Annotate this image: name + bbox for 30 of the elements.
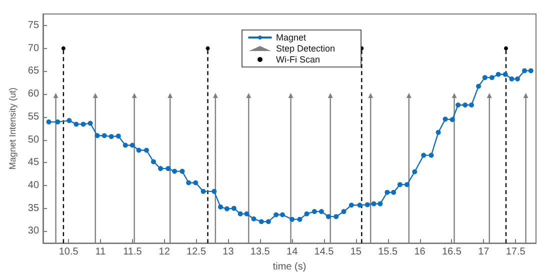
x-tick-label: 14 (286, 246, 298, 258)
y-tick-label: 35 (28, 202, 40, 214)
x-axis-title: time (s) (272, 262, 306, 272)
x-tick-label: 17 (478, 246, 490, 258)
x-tick-label: 12.5 (186, 246, 206, 258)
x-tick-label: 17.5 (506, 246, 526, 258)
x-tick-label: 10.5 (58, 246, 79, 258)
y-tick-label: 55 (28, 111, 40, 122)
x-tick-label: 15.5 (378, 246, 398, 258)
x-tick-label: 16 (414, 246, 426, 258)
y-tick-label: 65 (28, 66, 40, 77)
y-axis-title: Magnet Intensity (ut) (8, 88, 18, 170)
y-tick-label: 75 (28, 20, 40, 31)
y-tick-label: 30 (28, 226, 40, 237)
x-tick-label: 15 (350, 246, 362, 258)
x-tick-label: 16.5 (442, 246, 462, 258)
x-tick-label: 13.5 (250, 246, 270, 258)
x-tick-label: 11.5 (123, 246, 142, 258)
legend-label: Wi-Fi Scan (276, 54, 320, 64)
y-tick-label: 70 (28, 42, 40, 54)
x-tick-label: 11 (95, 246, 106, 258)
y-tick-label: 60 (28, 88, 40, 100)
y-tick-label: 50 (28, 134, 40, 146)
y-tick-label: 45 (28, 157, 40, 168)
x-tick-label: 14.5 (314, 246, 334, 258)
x-tick-label: 13 (222, 246, 234, 258)
y-tick-label: 40 (28, 180, 40, 191)
legend-label: Magnet (276, 32, 307, 42)
legend-label: Step Detection (276, 44, 336, 54)
x-tick-label: 12 (158, 246, 170, 258)
